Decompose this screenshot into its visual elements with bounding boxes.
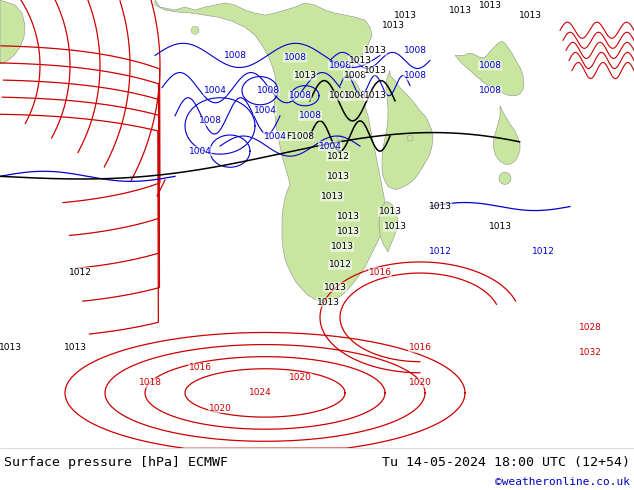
Text: 1032: 1032 [579, 348, 602, 357]
Text: 1016: 1016 [368, 268, 392, 276]
Text: 1008: 1008 [403, 46, 427, 55]
Text: 1004: 1004 [264, 131, 287, 141]
Text: 1008: 1008 [479, 86, 501, 95]
Text: 1020: 1020 [288, 373, 311, 382]
Text: 1013: 1013 [479, 0, 501, 9]
Text: 1013: 1013 [363, 46, 387, 55]
Text: 1013: 1013 [519, 11, 541, 20]
Text: F1008: F1008 [286, 131, 314, 141]
Text: 1008: 1008 [344, 91, 366, 100]
Text: 1016: 1016 [188, 363, 212, 372]
Text: 1008: 1008 [328, 61, 351, 70]
Text: 1008: 1008 [403, 71, 427, 80]
Circle shape [191, 26, 199, 34]
Text: ©weatheronline.co.uk: ©weatheronline.co.uk [495, 477, 630, 487]
Polygon shape [155, 0, 385, 302]
Text: 1008: 1008 [224, 51, 247, 60]
Text: 1004: 1004 [254, 106, 276, 115]
Text: 1008: 1008 [198, 117, 221, 125]
Polygon shape [382, 71, 433, 190]
Text: 1013: 1013 [337, 212, 359, 221]
Text: 1004: 1004 [318, 142, 342, 150]
Text: 1008: 1008 [257, 86, 280, 95]
Text: 1013: 1013 [382, 21, 404, 30]
Text: 1013: 1013 [448, 5, 472, 15]
Text: 1008: 1008 [283, 53, 306, 62]
Text: 1013: 1013 [321, 192, 344, 201]
Text: 1013: 1013 [363, 66, 387, 75]
Text: Surface pressure [hPa] ECMWF: Surface pressure [hPa] ECMWF [4, 456, 228, 469]
Text: 1008: 1008 [299, 111, 321, 121]
Text: 1028: 1028 [579, 323, 602, 332]
Text: 1013: 1013 [429, 202, 451, 211]
Text: 1020: 1020 [408, 378, 432, 388]
Text: 1004: 1004 [204, 86, 226, 95]
Polygon shape [455, 41, 524, 96]
Text: 1013: 1013 [378, 207, 401, 216]
Text: 1013: 1013 [330, 243, 354, 251]
Text: 1013: 1013 [63, 343, 86, 352]
Text: 1013: 1013 [489, 222, 512, 231]
Polygon shape [379, 201, 398, 252]
Text: 1013: 1013 [327, 172, 349, 181]
Text: 1013: 1013 [394, 11, 417, 20]
Text: 1018: 1018 [138, 378, 162, 388]
Text: 1012: 1012 [531, 247, 555, 256]
Text: 1013: 1013 [294, 71, 316, 80]
Circle shape [337, 135, 343, 141]
Text: 1012: 1012 [327, 152, 349, 161]
Text: 1016: 1016 [408, 343, 432, 352]
Text: 1013: 1013 [349, 56, 372, 65]
Text: 1024: 1024 [249, 389, 271, 397]
Text: 1013: 1013 [384, 222, 406, 231]
Text: 1013: 1013 [363, 91, 387, 100]
Text: 1013: 1013 [337, 227, 359, 236]
Text: 1004: 1004 [188, 147, 211, 156]
Text: 1013: 1013 [0, 343, 22, 352]
Text: Tu 14-05-2024 18:00 UTC (12+54): Tu 14-05-2024 18:00 UTC (12+54) [382, 456, 630, 469]
Polygon shape [493, 106, 520, 164]
Text: 1012: 1012 [68, 268, 91, 276]
Text: 1013: 1013 [323, 283, 347, 292]
Text: 1008: 1008 [288, 91, 311, 100]
Text: 1020: 1020 [209, 404, 231, 413]
Text: 1008: 1008 [344, 71, 366, 80]
Polygon shape [0, 0, 25, 64]
Text: 1008: 1008 [328, 91, 351, 100]
Text: 1013: 1013 [316, 298, 339, 307]
Circle shape [499, 172, 511, 184]
Circle shape [407, 135, 413, 141]
Text: 1012: 1012 [328, 261, 351, 270]
Text: 1012: 1012 [429, 247, 451, 256]
Text: 1008: 1008 [479, 61, 501, 70]
